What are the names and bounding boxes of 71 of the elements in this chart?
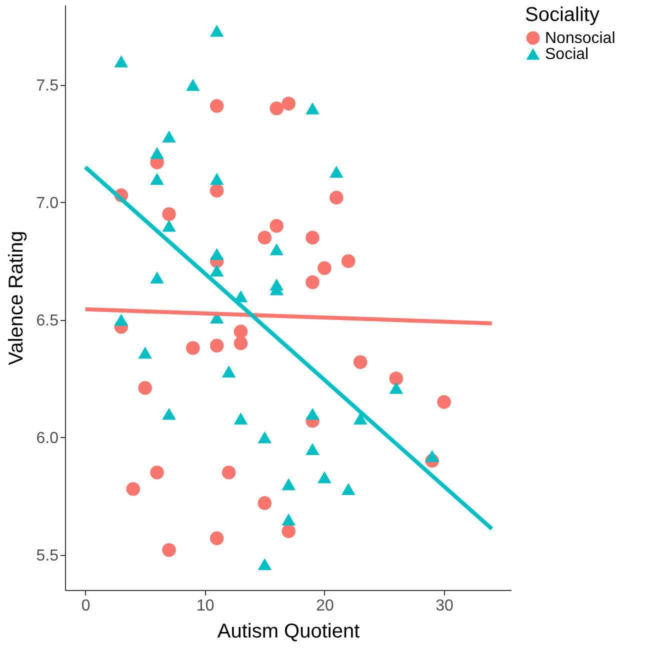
point [258, 558, 272, 570]
point [210, 338, 224, 353]
point [126, 482, 140, 496]
point [162, 130, 176, 143]
point [282, 524, 296, 538]
point [318, 261, 332, 276]
point [425, 450, 439, 462]
point [282, 96, 296, 111]
point [162, 543, 176, 557]
point [282, 478, 296, 490]
point [341, 483, 356, 495]
point [210, 172, 224, 185]
point [234, 324, 248, 338]
y-tick-label: 6.5 [36, 312, 59, 330]
point [258, 431, 272, 444]
point [306, 102, 320, 114]
y-axis-title: Valence Rating [5, 230, 28, 366]
point [270, 101, 284, 116]
point [330, 166, 344, 178]
point [353, 355, 368, 369]
point [162, 207, 176, 221]
point [234, 336, 248, 350]
point [353, 412, 368, 424]
point [258, 496, 272, 510]
point [138, 381, 152, 395]
point [210, 248, 224, 260]
point [114, 314, 128, 326]
point [389, 382, 404, 394]
point [306, 275, 320, 290]
point [162, 408, 176, 420]
y-tick-label: 5.5 [36, 547, 59, 564]
point [306, 230, 320, 244]
point [270, 243, 284, 256]
point [282, 514, 296, 526]
point [138, 346, 152, 359]
point [306, 443, 320, 456]
point [150, 272, 164, 284]
point [150, 466, 164, 480]
point [186, 78, 200, 91]
point [222, 366, 236, 378]
y-tick-label: 7.5 [36, 77, 59, 94]
point [150, 172, 164, 185]
point [318, 471, 332, 484]
point [270, 218, 284, 233]
point [330, 190, 344, 205]
point [234, 412, 248, 424]
y-tick-label: 6.0 [36, 430, 59, 447]
point [389, 372, 404, 386]
legend-label: Nonsocial [545, 30, 616, 47]
legend-label: Social [545, 46, 589, 63]
y-tick-label: 7.0 [36, 194, 59, 212]
point [306, 408, 320, 420]
point [210, 99, 224, 113]
point [341, 254, 356, 268]
point [222, 466, 236, 480]
point [114, 55, 128, 68]
point [210, 531, 224, 546]
x-tick-label: 0 [81, 598, 90, 614]
x-tick-label: 20 [316, 598, 334, 614]
point [162, 220, 176, 232]
point [210, 264, 224, 276]
legend-title: Sociality [525, 4, 600, 26]
point [150, 147, 164, 159]
point [437, 395, 451, 409]
point [210, 24, 224, 37]
x-tick-label: 10 [196, 598, 214, 614]
point [258, 230, 272, 244]
x-tick-label: 30 [436, 598, 454, 614]
x-axis-title: Autism Quotient [217, 620, 360, 642]
point [186, 341, 200, 355]
point [210, 184, 224, 198]
